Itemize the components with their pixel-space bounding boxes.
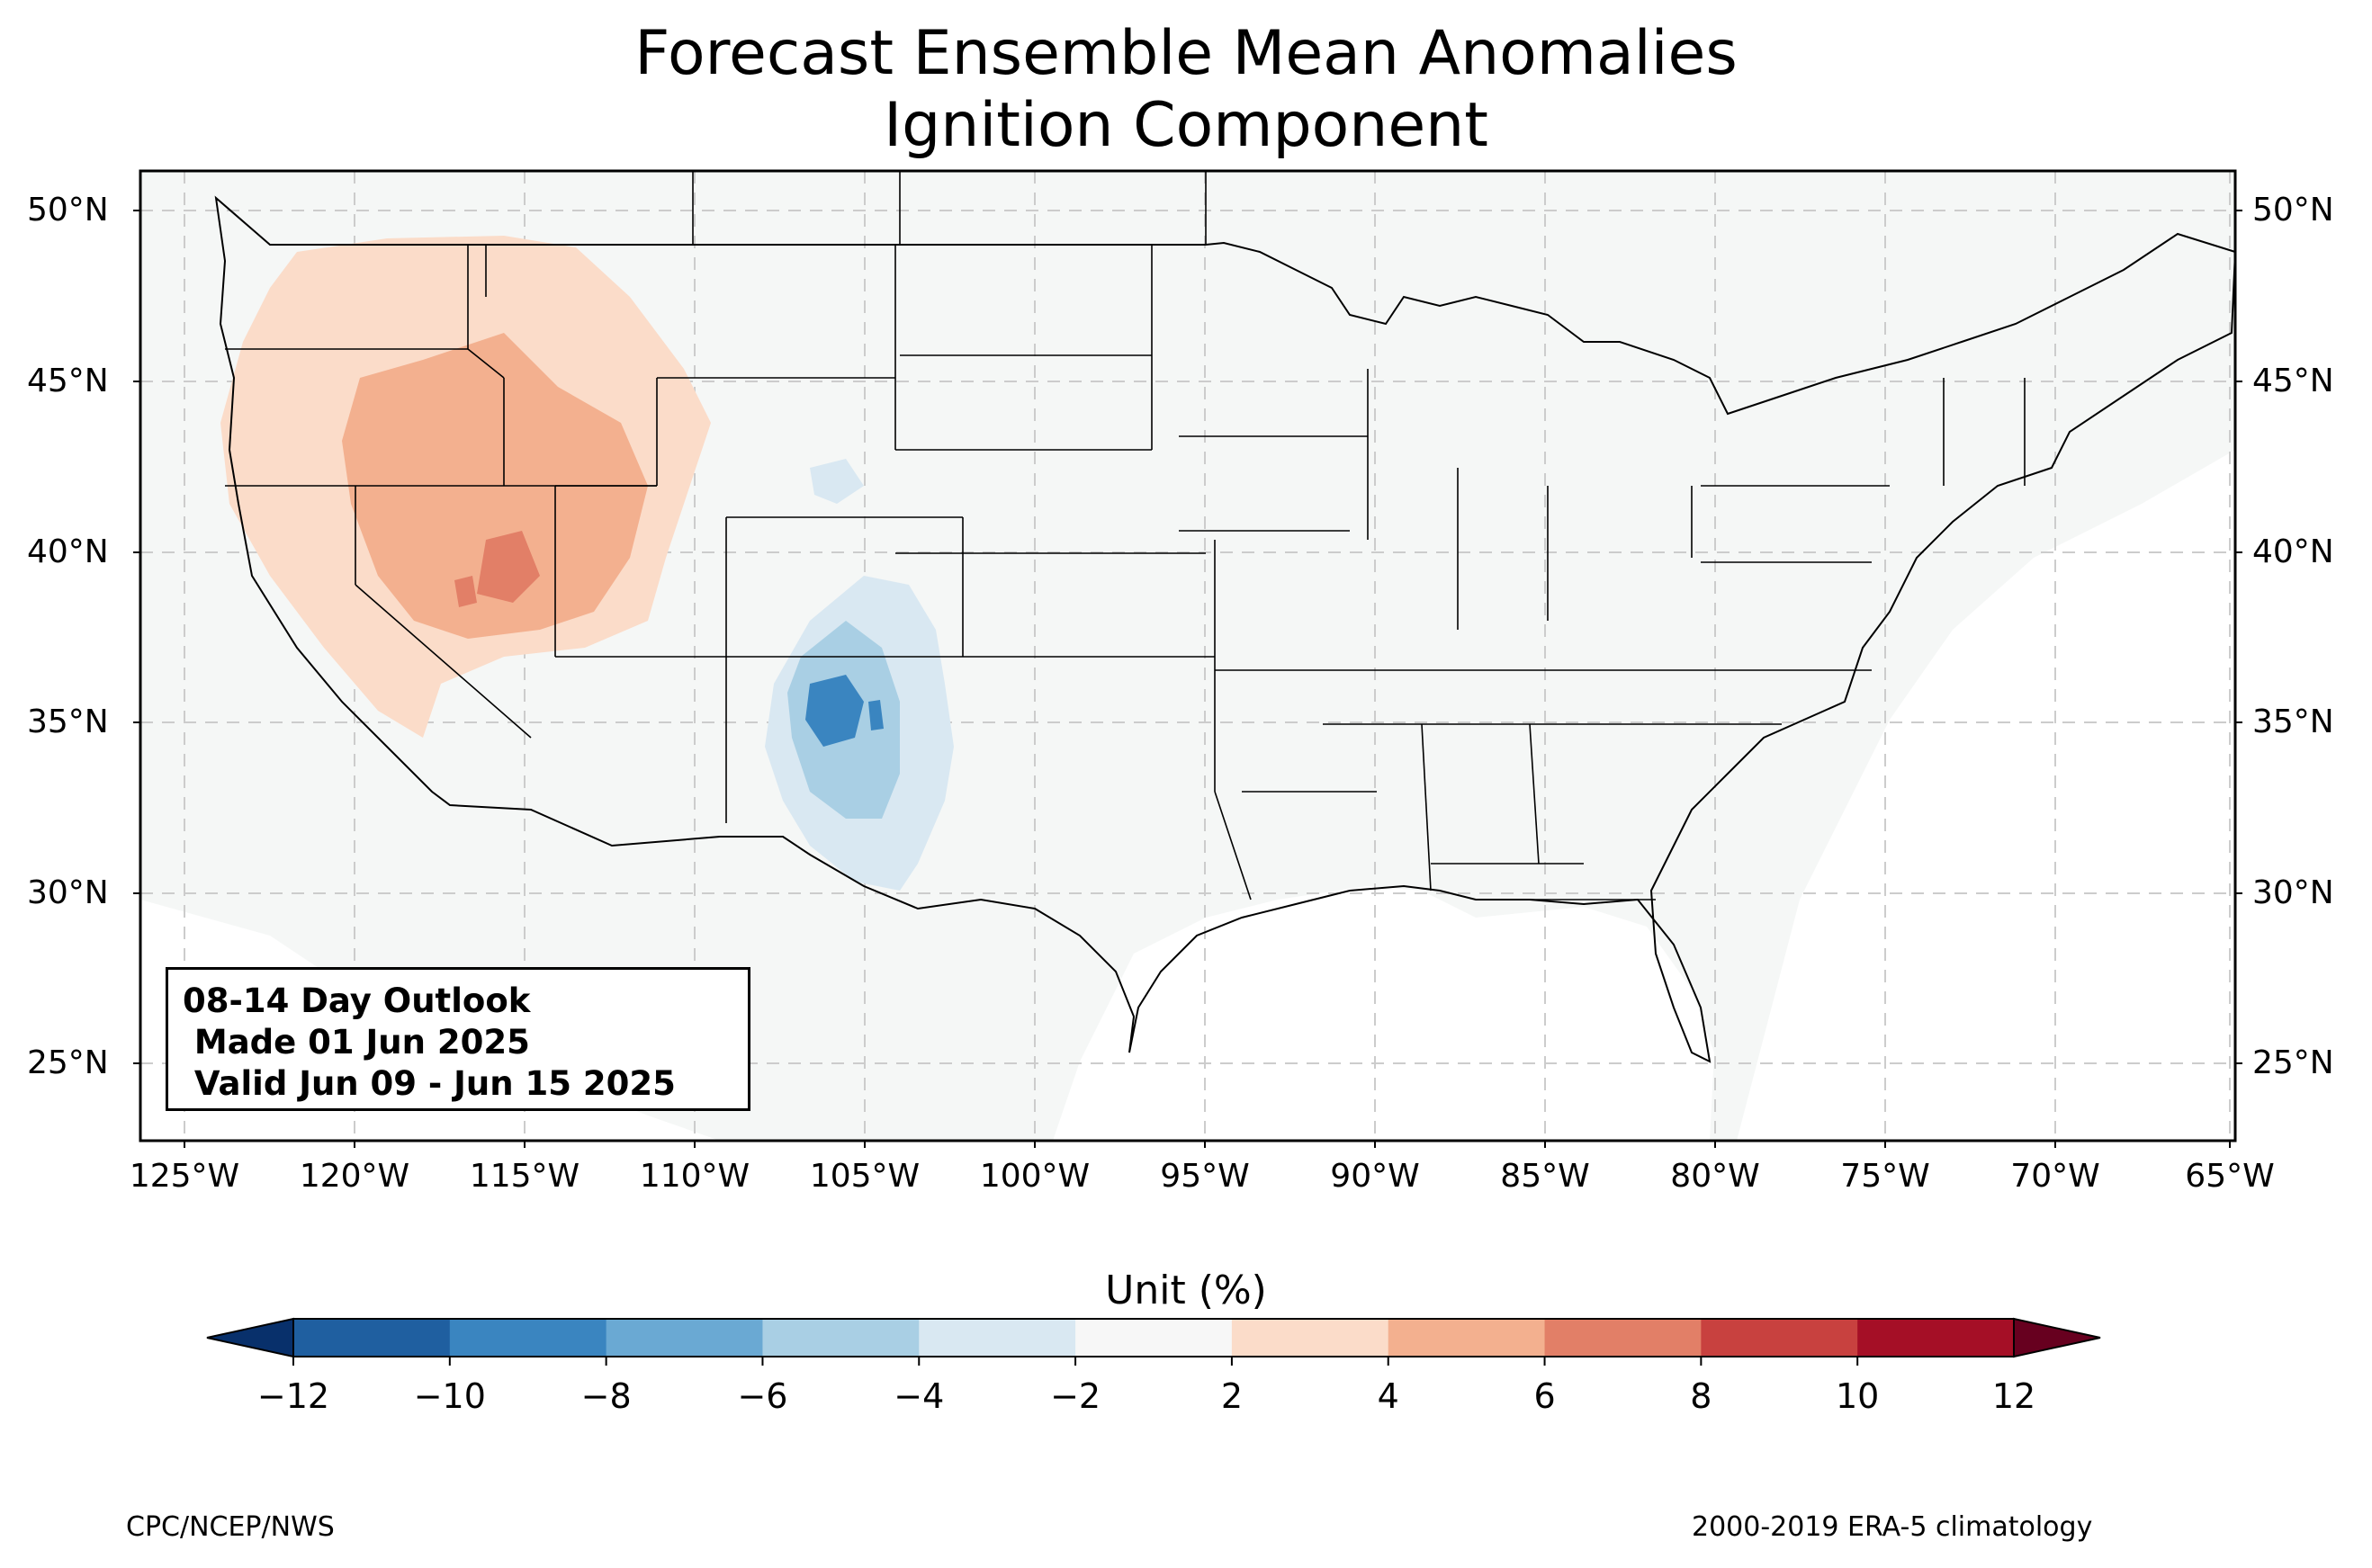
colorbar [206,1317,2101,1366]
colorbar-extend-low [206,1317,294,1358]
lon-label-90w: 90°W [1330,1158,1420,1195]
colorbar-tick-label: 10 [1835,1376,1880,1416]
colorbar-segment [293,1319,451,1357]
colorbar-tick-label: 4 [1377,1376,1399,1416]
lat-label-45n-left: 45°N [27,363,109,399]
colorbar-segment [606,1319,763,1357]
colorbar-tick-label: 12 [1991,1376,2036,1416]
lat-label-45n-right: 45°N [2252,363,2334,399]
lon-label-120w: 120°W [299,1158,410,1195]
lon-label-85w: 85°W [1500,1158,1590,1195]
colorbar-segment [1388,1319,1546,1357]
anomaly-region-6-8 [477,531,540,603]
tick-marks [133,210,2242,1148]
lon-label-110w: 110°W [639,1158,750,1195]
lat-label-30n-left: 30°N [27,874,109,911]
state-borders [225,171,2026,900]
lat-label-35n-left: 35°N [27,703,109,740]
footer-source: CPC/NCEP/NWS [126,1511,335,1543]
outlook-period: 08-14 Day Outlook [183,981,531,1020]
lon-label-100w: 100°W [979,1158,1091,1195]
lat-label-25n-right: 25°N [2252,1044,2334,1081]
outlook-made-date: Made 01 Jun 2025 [183,1023,530,1062]
us-coastline-outline [214,195,2237,1063]
colorbar-tick-label: −12 [256,1376,330,1416]
colorbar-segment [1231,1319,1389,1357]
colorbar-segment [1701,1319,1858,1357]
lon-label-75w: 75°W [1840,1158,1930,1195]
lon-label-65w: 65°W [2185,1158,2275,1195]
colorbar-tick-label: −4 [894,1376,945,1416]
colorbar-segment [1075,1319,1233,1357]
outlook-valid-range: Valid Jun 09 - Jun 15 2025 [183,1064,676,1103]
lat-label-25n-left: 25°N [27,1044,109,1081]
lat-label-40n-right: 40°N [2252,533,2334,570]
colorbar-extend-high [2013,1317,2101,1358]
lon-label-70w: 70°W [2010,1158,2100,1195]
lat-label-35n-right: 35°N [2252,703,2334,740]
anomaly-region-neg2-4-b [810,459,864,504]
lon-label-115w: 115°W [469,1158,580,1195]
outlook-info-box: 08-14 Day Outlook Made 01 Jun 2025 Valid… [166,967,750,1111]
colorbar-segment [1857,1319,2015,1357]
map-subtitle: Ignition Component [884,90,1488,161]
lon-label-125w: 125°W [129,1158,240,1195]
map-title: Forecast Ensemble Mean Anomalies [634,18,1738,89]
lat-label-40n-left: 40°N [27,533,109,570]
colorbar-title: Unit (%) [1105,1268,1267,1313]
lon-label-95w: 95°W [1160,1158,1250,1195]
lon-label-80w: 80°W [1670,1158,1760,1195]
gulf-of-mexico [1053,886,1714,1141]
colorbar-tick-label: 6 [1533,1376,1556,1416]
colorbar-segment [762,1319,920,1357]
colorbar-segment [1544,1319,1702,1357]
atlantic-ocean [1737,450,2235,1141]
lat-label-30n-right: 30°N [2252,874,2334,911]
anomaly-region-neg6-10-b [868,700,884,730]
anomaly-region-6-8-b [454,576,477,607]
colorbar-tick-label: −6 [737,1376,788,1416]
colorbar-tick-label: 2 [1220,1376,1243,1416]
colorbar-segment [449,1319,607,1357]
lat-label-50n-right: 50°N [2252,192,2334,228]
map-frame [139,169,2237,1142]
colorbar-tick-label: −8 [580,1376,632,1416]
colorbar-segment [919,1319,1076,1357]
lat-label-50n-left: 50°N [27,192,109,228]
colorbar-segments [292,1319,2015,1366]
lon-label-105w: 105°W [809,1158,921,1195]
anomaly-region-neg6-10 [805,675,864,747]
footer-climatology: 2000-2019 ERA-5 climatology [1692,1511,2093,1543]
colorbar-tick-label: 8 [1690,1376,1712,1416]
colorbar-tick-label: −10 [413,1376,486,1416]
colorbar-tick-label: −2 [1050,1376,1101,1416]
colorbar-frame [292,1318,2015,1357]
